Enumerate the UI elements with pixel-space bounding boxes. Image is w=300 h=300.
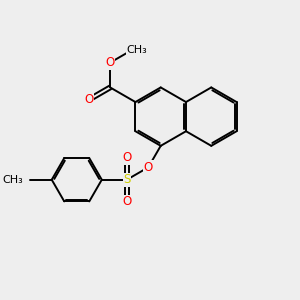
Text: O: O	[84, 93, 93, 106]
Text: S: S	[123, 173, 130, 186]
Text: O: O	[122, 195, 131, 208]
Text: O: O	[122, 151, 131, 164]
Text: CH₃: CH₃	[126, 45, 147, 55]
Text: O: O	[106, 56, 115, 69]
Text: O: O	[144, 161, 153, 174]
Text: CH₃: CH₃	[3, 175, 23, 185]
